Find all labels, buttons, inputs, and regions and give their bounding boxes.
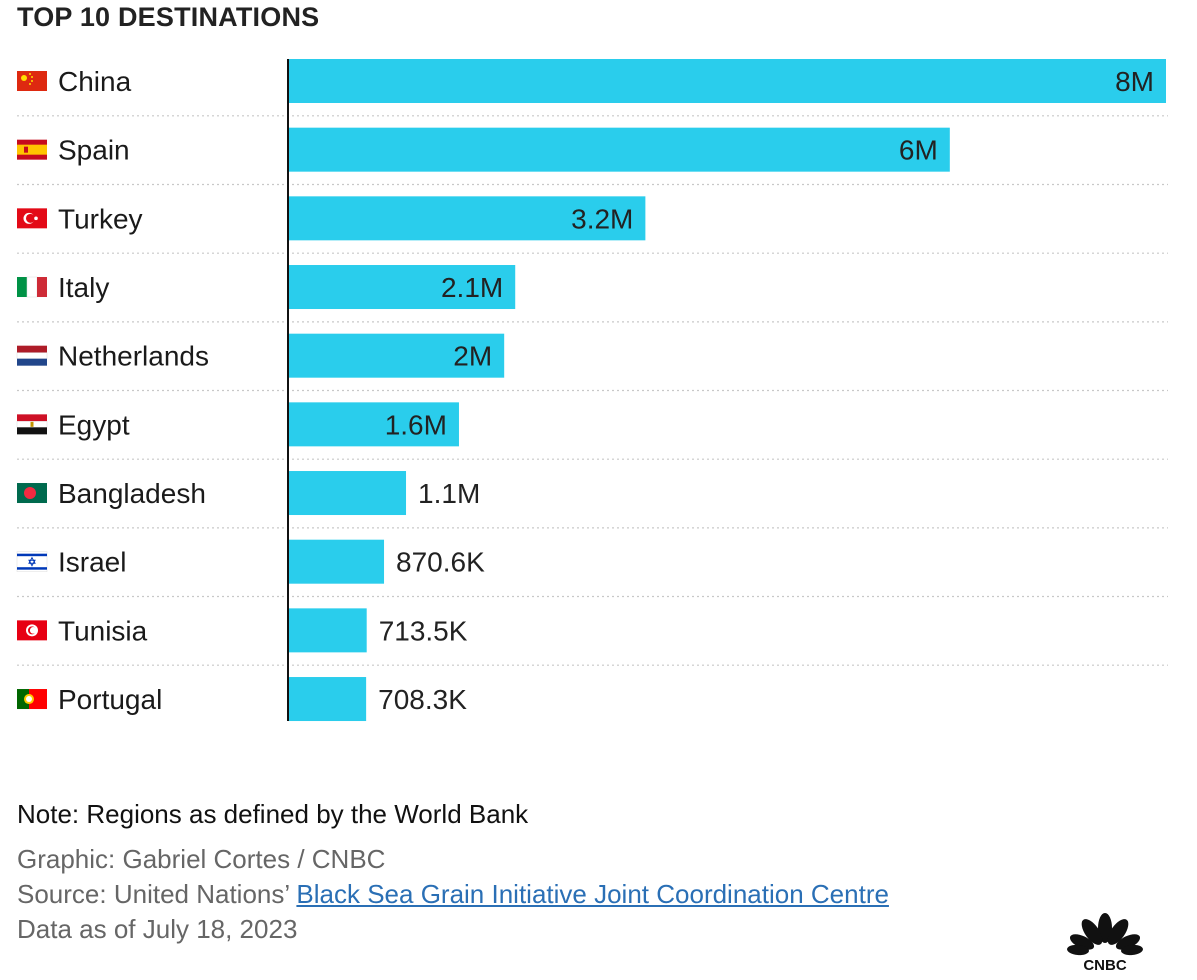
- category-label: Egypt: [58, 409, 130, 440]
- bar: [288, 402, 459, 447]
- tunisia-flag-icon: [17, 620, 47, 641]
- svg-text:CNBC: CNBC: [1083, 957, 1126, 972]
- portugal-flag-icon: [17, 689, 47, 710]
- bar-chart: China 8M Spain 6M Turkey 3.2M Italy 2.1M Netherl…: [16, 59, 1168, 722]
- bar: [288, 196, 646, 241]
- chart-footer: Note: Regions as defined by the World Ba…: [17, 796, 917, 947]
- value-label: 3.2M: [571, 203, 633, 234]
- graphic-credit: Graphic: Gabriel Cortes / CNBC: [17, 844, 386, 874]
- category-label: Portugal: [58, 684, 162, 715]
- category-label: Tunisia: [58, 615, 148, 646]
- israel-flag-icon: [16, 551, 48, 572]
- category-label: Turkey: [58, 203, 143, 234]
- value-label: 1.1M: [418, 478, 480, 509]
- value-label: 1.6M: [385, 409, 447, 440]
- category-label: Israel: [58, 547, 126, 578]
- value-label: 870.6K: [396, 547, 485, 578]
- source-prefix: Source: United Nations’: [17, 879, 297, 909]
- source-link[interactable]: Black Sea Grain Initiative Joint Coordin…: [296, 879, 889, 909]
- data-date: Data as of July 18, 2023: [17, 914, 298, 944]
- bar: [288, 677, 367, 722]
- value-label: 8M: [1115, 66, 1154, 97]
- footnote: Note: Regions as defined by the World Ba…: [17, 799, 529, 829]
- value-label: 6M: [899, 135, 938, 166]
- egypt-flag-icon: [16, 414, 48, 435]
- bar: [288, 333, 505, 378]
- source-line: Source: United Nations’ Black Sea Grain …: [17, 877, 917, 912]
- value-label: 708.3K: [378, 684, 467, 715]
- category-label: Italy: [58, 272, 109, 303]
- bar: [288, 265, 516, 310]
- category-label: Bangladesh: [58, 478, 206, 509]
- spain-flag-icon: [17, 139, 47, 160]
- turkey-flag-icon: [17, 208, 47, 229]
- china-flag-icon: [17, 71, 47, 91]
- cnbc-peacock-logo: CNBC: [1067, 913, 1143, 972]
- value-label: 2.1M: [441, 272, 503, 303]
- value-label: 2M: [453, 341, 492, 372]
- value-label: 713.5K: [379, 615, 468, 646]
- category-label: Netherlands: [58, 341, 209, 372]
- chart-title: TOP 10 DESTINATIONS: [17, 2, 320, 32]
- bar: [288, 127, 950, 172]
- bar: [288, 59, 1166, 103]
- bar: [288, 471, 407, 516]
- category-label: China: [58, 66, 132, 97]
- bar: [288, 539, 385, 584]
- bar: [288, 608, 367, 653]
- italy-flag-icon: [17, 276, 47, 298]
- category-label: Spain: [58, 135, 130, 166]
- bangladesh-flag-icon: [17, 483, 47, 504]
- netherlands-flag-icon: [16, 345, 48, 366]
